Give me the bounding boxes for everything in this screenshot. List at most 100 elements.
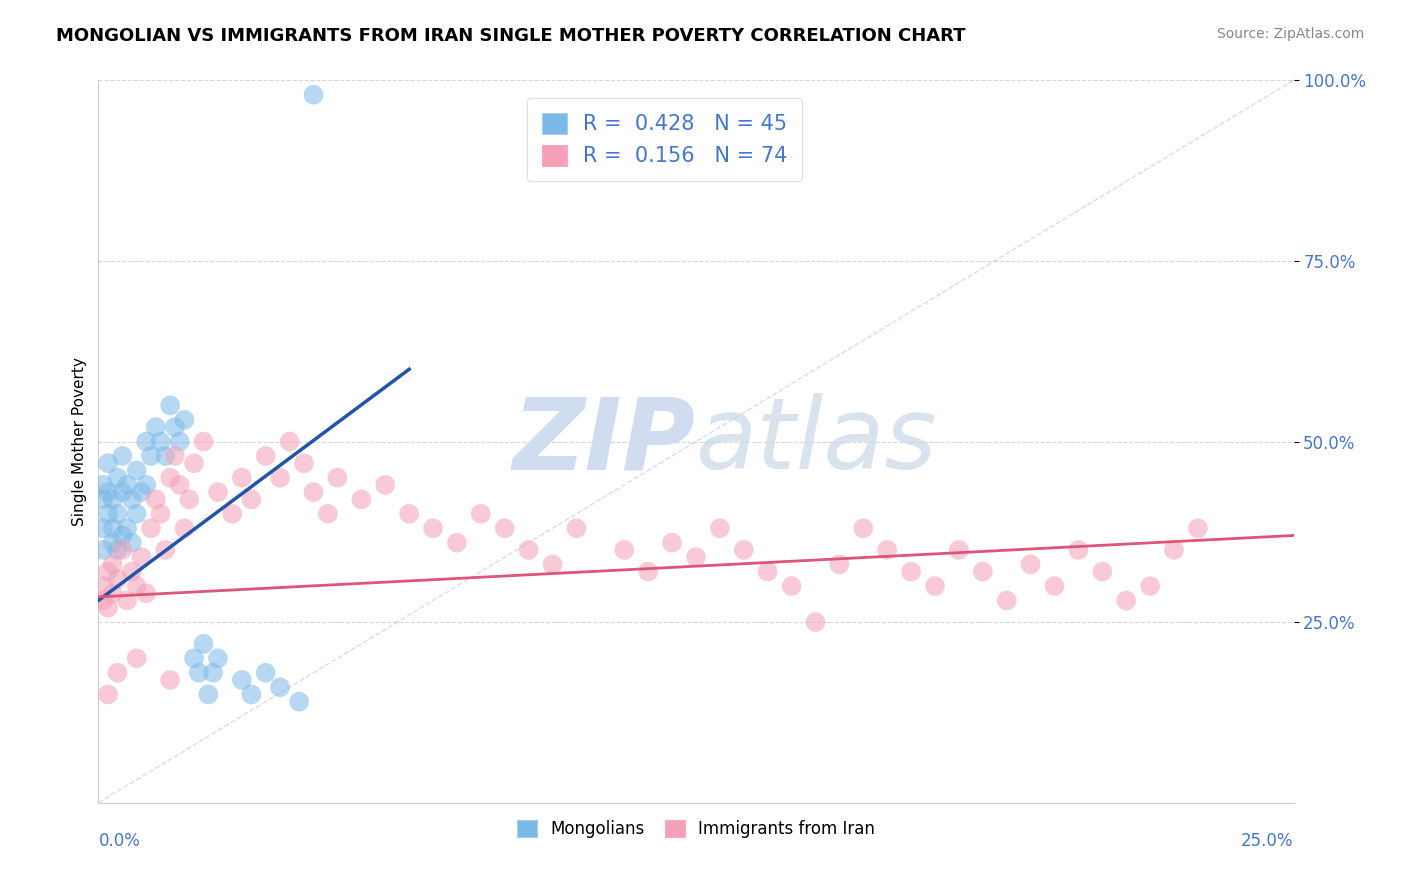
Point	[125, 463, 148, 477]
Point	[1067, 542, 1090, 557]
Point	[131, 485, 153, 500]
Text: atlas: atlas	[696, 393, 938, 490]
Point	[155, 449, 177, 463]
Point	[101, 521, 124, 535]
Point	[131, 550, 153, 565]
Point	[159, 470, 181, 484]
Point	[240, 492, 263, 507]
Point	[101, 586, 124, 600]
Point	[91, 593, 114, 607]
Point	[1043, 579, 1066, 593]
Point	[709, 521, 731, 535]
Point	[107, 572, 129, 586]
Point	[187, 665, 209, 680]
Point	[101, 492, 124, 507]
Point	[135, 586, 157, 600]
Point	[1091, 565, 1114, 579]
Point	[159, 673, 181, 687]
Point	[197, 687, 219, 701]
Point	[107, 542, 129, 557]
Point	[111, 542, 134, 557]
Point	[326, 470, 349, 484]
Point	[101, 558, 124, 572]
Point	[159, 398, 181, 412]
Point	[125, 507, 148, 521]
Point	[804, 615, 827, 630]
Point	[494, 521, 516, 535]
Point	[1187, 521, 1209, 535]
Point	[350, 492, 373, 507]
Point	[685, 550, 707, 565]
Text: 0.0%: 0.0%	[98, 831, 141, 850]
Point	[173, 521, 195, 535]
Point	[111, 485, 134, 500]
Point	[97, 600, 120, 615]
Point	[145, 492, 167, 507]
Point	[91, 521, 114, 535]
Point	[107, 470, 129, 484]
Point	[125, 651, 148, 665]
Point	[145, 420, 167, 434]
Point	[193, 434, 215, 449]
Point	[316, 507, 339, 521]
Point	[302, 485, 325, 500]
Point	[852, 521, 875, 535]
Point	[876, 542, 898, 557]
Point	[135, 434, 157, 449]
Text: 25.0%: 25.0%	[1241, 831, 1294, 850]
Point	[269, 470, 291, 484]
Point	[637, 565, 659, 579]
Point	[111, 449, 134, 463]
Point	[948, 542, 970, 557]
Point	[91, 478, 114, 492]
Point	[97, 687, 120, 701]
Point	[149, 434, 172, 449]
Point	[398, 507, 420, 521]
Point	[613, 542, 636, 557]
Point	[107, 665, 129, 680]
Point	[292, 456, 315, 470]
Point	[91, 492, 114, 507]
Point	[97, 485, 120, 500]
Point	[107, 507, 129, 521]
Point	[756, 565, 779, 579]
Text: MONGOLIAN VS IMMIGRANTS FROM IRAN SINGLE MOTHER POVERTY CORRELATION CHART: MONGOLIAN VS IMMIGRANTS FROM IRAN SINGLE…	[56, 27, 966, 45]
Point	[97, 565, 120, 579]
Point	[240, 687, 263, 701]
Text: Source: ZipAtlas.com: Source: ZipAtlas.com	[1216, 27, 1364, 41]
Point	[97, 507, 120, 521]
Point	[179, 492, 201, 507]
Point	[1139, 579, 1161, 593]
Point	[302, 87, 325, 102]
Point	[115, 521, 138, 535]
Point	[733, 542, 755, 557]
Point	[121, 565, 143, 579]
Point	[924, 579, 946, 593]
Point	[661, 535, 683, 549]
Point	[139, 449, 162, 463]
Point	[91, 542, 114, 557]
Point	[288, 695, 311, 709]
Point	[1019, 558, 1042, 572]
Point	[780, 579, 803, 593]
Point	[163, 449, 186, 463]
Point	[1115, 593, 1137, 607]
Point	[169, 478, 191, 492]
Point	[254, 449, 277, 463]
Point	[173, 413, 195, 427]
Point	[135, 478, 157, 492]
Point	[900, 565, 922, 579]
Y-axis label: Single Mother Poverty: Single Mother Poverty	[72, 357, 87, 526]
Point	[163, 420, 186, 434]
Point	[207, 651, 229, 665]
Point	[149, 507, 172, 521]
Point	[541, 558, 564, 572]
Point	[169, 434, 191, 449]
Point	[111, 528, 134, 542]
Point	[972, 565, 994, 579]
Point	[115, 593, 138, 607]
Point	[221, 507, 243, 521]
Point	[446, 535, 468, 549]
Point	[231, 470, 253, 484]
Point	[374, 478, 396, 492]
